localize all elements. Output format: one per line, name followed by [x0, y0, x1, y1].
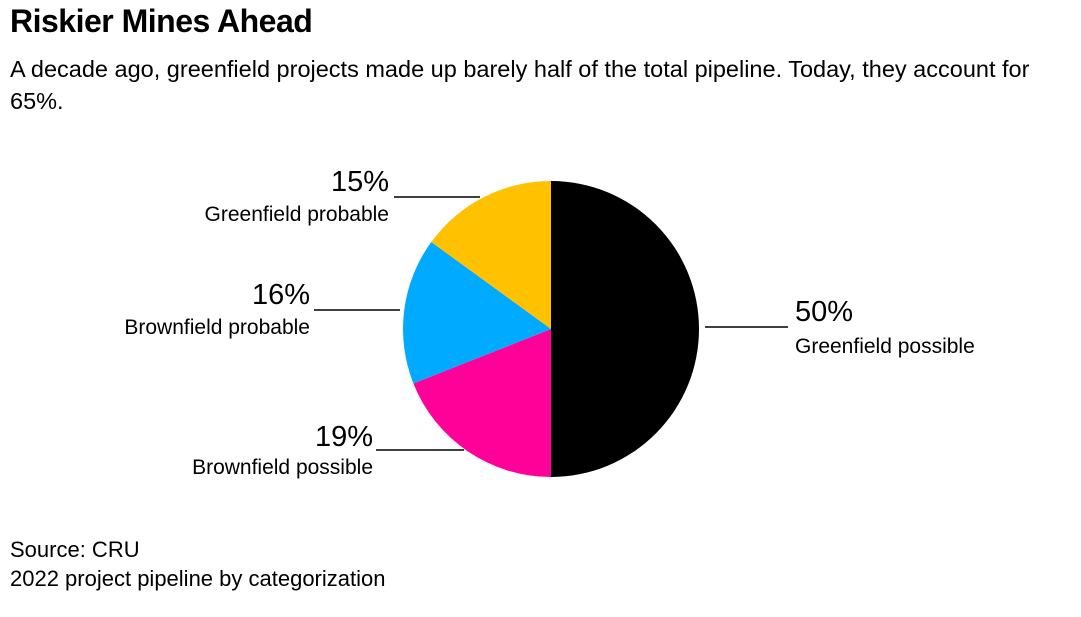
data-label-greenfield-probable: 15% [331, 166, 389, 198]
chart-subtitle: A decade ago, greenfield projects made u… [10, 56, 1030, 114]
pie-slice-brownfield-probable [403, 242, 551, 384]
slice-label-greenfield-probable: Greenfield probable [205, 203, 389, 226]
source-note: Source: CRU [10, 537, 140, 562]
slice-label-greenfield-possible: Greenfield possible [795, 335, 975, 358]
footnote: 2022 project pipeline by categorization [10, 566, 386, 591]
pie-slice-brownfield-possible [413, 329, 551, 477]
data-label-brownfield-probable: 16% [252, 279, 310, 311]
pie-slice-greenfield-probable [431, 181, 551, 329]
slice-label-brownfield-possible: Brownfield possible [192, 456, 373, 479]
data-label-greenfield-possible: 50% [795, 296, 853, 328]
slice-label-brownfield-probable: Brownfield probable [124, 316, 310, 339]
data-label-brownfield-possible: 19% [315, 421, 373, 453]
pie-slice-greenfield-possible [551, 181, 699, 477]
chart-title: Riskier Mines Ahead [10, 3, 313, 39]
